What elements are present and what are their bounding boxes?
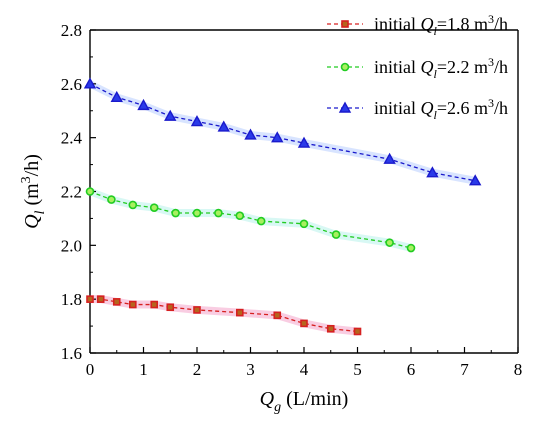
series-1-point [96, 295, 105, 303]
legend-marker [340, 62, 350, 72]
series-2-point [331, 230, 341, 239]
series-2-point [406, 243, 416, 253]
y-tick-label: 1.6 [61, 344, 82, 363]
series-1-point [150, 300, 158, 309]
legend-entry-1: initial Ql=1.8 m3/h [327, 12, 508, 38]
series-3-point [110, 90, 123, 102]
series-2-point [128, 200, 138, 210]
x-tick-label: 4 [300, 360, 309, 379]
series-3-point [217, 120, 230, 132]
legend-entry-3: initial Ql=2.6 m3/h [327, 96, 508, 122]
series-1-point [166, 303, 175, 312]
x-axis-label: Qg (L/min) [260, 388, 349, 415]
uncertainty-bands [90, 79, 476, 336]
x-tick-label: 1 [139, 360, 148, 379]
legend: initial Ql=1.8 m3/h initial Ql=2.2 m3/h in… [327, 12, 508, 122]
x-tick-label: 7 [460, 360, 469, 379]
series-3-band [90, 79, 476, 185]
series-3-point [297, 136, 311, 148]
series-3-point [469, 174, 482, 186]
y-tick-label: 2.2 [61, 183, 82, 202]
y-tick-label: 2.4 [61, 129, 83, 148]
series-1-point [193, 306, 201, 314]
series-1-point [353, 327, 362, 336]
x-tick-label: 3 [246, 360, 255, 379]
series-3-point [271, 131, 284, 143]
series-3-line [89, 83, 476, 182]
y-tick-label: 2.0 [61, 236, 82, 255]
plot-axes: 0 1 2 3 4 5 6 7 8 1.6 1.8 2.0 2.2 2.4 2.6 2.8 [61, 21, 523, 379]
legend-marker [341, 20, 349, 28]
series-1 [86, 295, 362, 336]
series-3-point [83, 77, 97, 89]
x-tick-label: 0 [86, 360, 95, 379]
y-tick-label: 2.6 [61, 75, 82, 94]
y-tick-label: 1.8 [61, 290, 82, 309]
legend-label: initial Ql=1.8 m3/h [374, 12, 508, 38]
series-3-point [137, 98, 150, 111]
legend-label: initial Ql=2.2 m3/h [374, 55, 508, 81]
series-1-point [273, 311, 282, 320]
series-1-point [236, 308, 244, 317]
series-1-point [326, 324, 335, 333]
series-2-point [214, 208, 223, 218]
legend-label: initial Ql=2.6 m3/h [374, 96, 508, 122]
x-tick-label: 8 [514, 360, 523, 379]
y-axis-label: Ql (m3/h) [19, 154, 48, 229]
series-1-point [86, 295, 94, 303]
series-2-point [171, 208, 180, 218]
legend-marker [338, 101, 352, 113]
y-tick-label: 2.8 [61, 21, 82, 40]
series-1-point [112, 298, 121, 306]
series-1-point [129, 300, 137, 309]
series-2-point [235, 211, 245, 221]
series-1-point [300, 319, 308, 328]
series-2-point [299, 219, 309, 229]
legend-entry-2: initial Ql=2.2 m3/h [327, 55, 508, 81]
series-3-point [190, 115, 204, 127]
x-tick-label: 6 [407, 360, 416, 379]
series-2-point [192, 208, 202, 218]
series-2 [85, 187, 416, 253]
x-tick-label: 5 [353, 360, 362, 379]
series-3 [83, 77, 482, 186]
series-2-point [256, 216, 266, 226]
series-2-point [107, 195, 116, 204]
series-3-point [426, 166, 439, 178]
x-tick-label: 2 [193, 360, 202, 379]
series-2-band [90, 187, 411, 253]
series-3-point [383, 152, 396, 164]
series-2-point [149, 203, 159, 212]
series-2-point [85, 187, 95, 196]
series-3-point [244, 128, 257, 140]
series-3-point [164, 109, 177, 121]
data-series [83, 77, 482, 336]
series-2-point [385, 238, 394, 247]
